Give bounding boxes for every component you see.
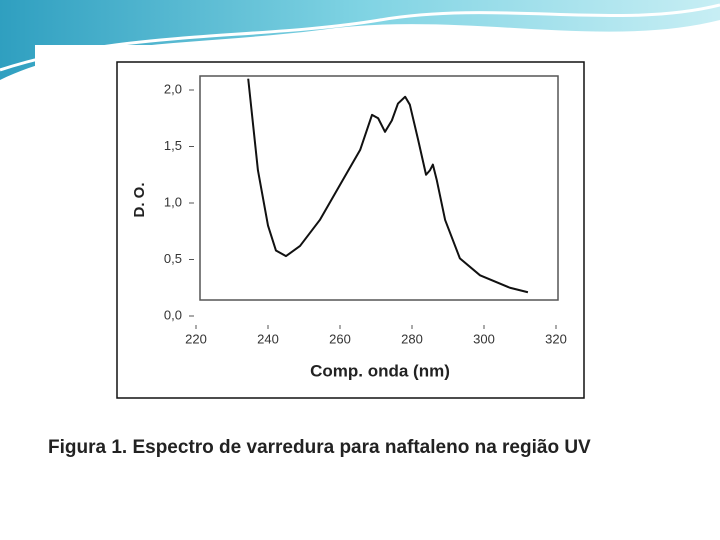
x-axis-label: Comp. onda (nm) [310,361,450,380]
plot-frame [199,75,559,301]
x-tick-label: 220 [185,331,207,346]
y-tick-label: 0,0 [164,307,182,322]
y-tick-label: 1,5 [164,138,182,153]
x-tick-label: 280 [401,331,423,346]
content-area [35,45,655,485]
header-wave [0,0,720,80]
figure-frame [116,61,585,399]
caption: Figura 1. Espectro de varredura para naf… [48,437,591,458]
x-tick-label: 320 [545,331,567,346]
y-tick-label: 1,0 [164,194,182,209]
y-axis-label: D. O. [131,182,148,217]
wave-line [0,3,720,72]
y-tick-label: 2,0 [164,81,182,96]
x-tick-label: 240 [257,331,279,346]
x-tick-label: 260 [329,331,351,346]
spectrum-line [247,78,529,294]
x-tick-label: 300 [473,331,495,346]
y-tick-label: 0,5 [164,251,182,266]
